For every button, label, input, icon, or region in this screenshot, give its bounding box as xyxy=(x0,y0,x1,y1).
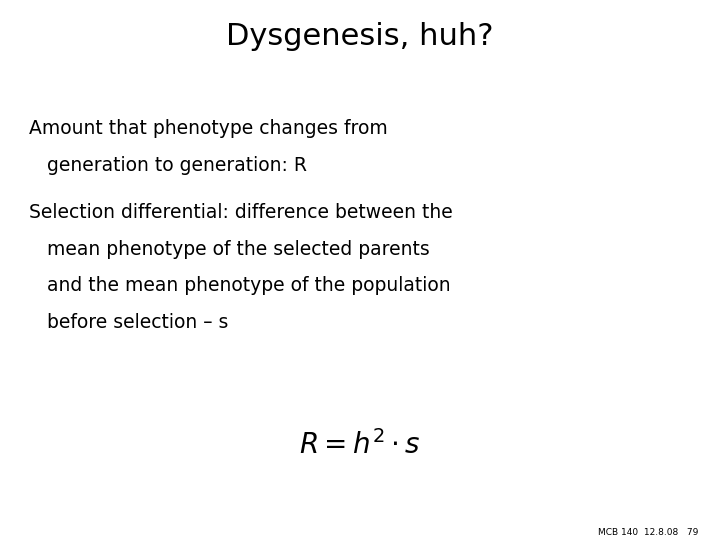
Text: Amount that phenotype changes from: Amount that phenotype changes from xyxy=(29,119,387,138)
Text: $\mathit{R} = \mathit{h}^{2} \cdot \mathit{s}$: $\mathit{R} = \mathit{h}^{2} \cdot \math… xyxy=(299,430,421,461)
Text: generation to generation: R: generation to generation: R xyxy=(29,156,307,174)
Text: before selection – s: before selection – s xyxy=(29,313,228,332)
Text: Dysgenesis, huh?: Dysgenesis, huh? xyxy=(226,22,494,51)
Text: MCB 140  12.8.08   79: MCB 140 12.8.08 79 xyxy=(598,528,698,537)
Text: Selection differential: difference between the: Selection differential: difference betwe… xyxy=(29,203,453,222)
Text: mean phenotype of the selected parents: mean phenotype of the selected parents xyxy=(29,240,430,259)
Text: and the mean phenotype of the population: and the mean phenotype of the population xyxy=(29,276,451,295)
